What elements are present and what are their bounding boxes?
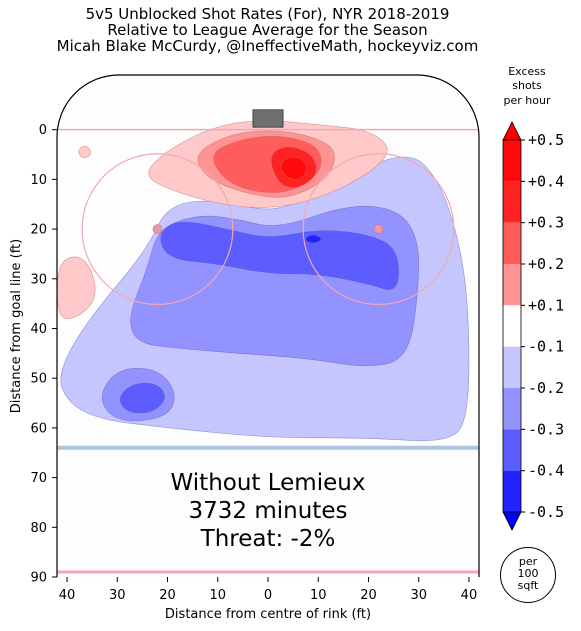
colorbar-tick-label: +0.3 xyxy=(528,214,564,232)
colorbar-title-3: per hour xyxy=(504,94,551,107)
colorbar-min-arrow xyxy=(502,511,522,531)
y-tick-label: 80 xyxy=(30,521,47,536)
colorbar-max-arrow xyxy=(502,121,522,141)
colorbar-band xyxy=(503,470,521,512)
annotation-label: Without Lemieux xyxy=(171,470,366,496)
colorbar-band xyxy=(503,140,521,182)
colorbar-band xyxy=(503,388,521,430)
scale-note-2: 100 xyxy=(517,567,539,580)
y-tick-label: 0 xyxy=(39,123,47,138)
x-tick-label: 40 xyxy=(461,588,478,603)
below-average-region xyxy=(160,221,399,290)
y-axis-label: Distance from goal line (ft) xyxy=(9,239,24,413)
y-tick-label: 10 xyxy=(30,173,47,188)
y-tick-label: 20 xyxy=(30,223,47,238)
annotation: Without Lemieux 3732 minutes Threat: -2% xyxy=(171,470,366,552)
x-tick-label: 10 xyxy=(209,588,226,603)
scale-note-3: sqft xyxy=(517,579,539,592)
colorbar: Excess shots per hour +0.5 +0.4 +0.3 +0.2 +0… xyxy=(502,65,564,531)
above-average-region xyxy=(280,156,307,180)
faceoff-dot xyxy=(152,224,163,234)
colorbar-frame xyxy=(502,139,522,513)
axes: 40 30 20 10 0 10 20 30 40 0 10 20 30 40 50 60 70 80 90 Dist… xyxy=(9,123,477,622)
rink-boards xyxy=(56,74,480,577)
annotation-minutes: 3732 minutes xyxy=(189,498,348,524)
colorbar-band xyxy=(503,429,521,471)
colorbar-band xyxy=(503,346,521,388)
below-average-region xyxy=(120,382,165,414)
colorbar-tick-label: -0.2 xyxy=(528,379,564,397)
colorbar-tick-label: -0.1 xyxy=(528,338,564,356)
rink-area xyxy=(56,74,480,577)
y-tick-label: 50 xyxy=(30,372,47,387)
colorbar-tick-label: +0.4 xyxy=(528,172,564,190)
y-tick-label: 70 xyxy=(30,471,47,486)
colorbar-band xyxy=(503,181,521,223)
x-tick-label: 10 xyxy=(310,588,327,603)
colorbar-band xyxy=(503,264,521,306)
colorbar-title-2: shots xyxy=(512,79,542,92)
x-tick-label: 40 xyxy=(59,588,76,603)
title-line-1: 5v5 Unblocked Shot Rates (For), NYR 2018… xyxy=(85,5,450,23)
y-tick-label: 90 xyxy=(30,571,47,586)
faceoff-circle xyxy=(81,153,234,306)
colorbar-tick-label: +0.1 xyxy=(528,296,564,314)
chart-title: 5v5 Unblocked Shot Rates (For), NYR 2018… xyxy=(0,6,535,54)
colorbar-band xyxy=(503,222,521,264)
faceoff-dot xyxy=(373,224,384,234)
colorbar-title-1: Excess xyxy=(508,65,546,78)
title-line-2: Relative to League Average for the Seaso… xyxy=(107,21,428,39)
colorbar-tick-label: -0.4 xyxy=(528,462,564,480)
colorbar-tick-label: -0.5 xyxy=(528,503,564,521)
x-tick-label: 0 xyxy=(264,588,272,603)
faceoff-circle xyxy=(302,153,455,306)
annotation-threat: Threat: -2% xyxy=(200,526,336,552)
above-average-region xyxy=(57,256,96,319)
x-tick-label: 30 xyxy=(109,588,126,603)
colorbar-tick-label: +0.5 xyxy=(528,131,564,149)
scale-note: per 100 sqft xyxy=(500,547,556,603)
y-tick-label: 30 xyxy=(30,272,47,287)
colorbar-tick-label: -0.3 xyxy=(528,420,564,438)
y-tick-label: 60 xyxy=(30,421,47,436)
below-average-region xyxy=(305,234,322,244)
scale-note-1: per xyxy=(518,555,538,568)
title-line-3: Micah Blake McCurdy, @IneffectiveMath, h… xyxy=(56,37,479,55)
x-tick-label: 30 xyxy=(410,588,427,603)
x-axis-label: Distance from centre of rink (ft) xyxy=(165,607,371,622)
x-tick-label: 20 xyxy=(159,588,176,603)
colorbar-band xyxy=(503,305,521,347)
x-tick-label: 20 xyxy=(360,588,377,603)
goal-net xyxy=(252,109,284,128)
heatmap-regions xyxy=(57,120,470,442)
above-average-region xyxy=(78,145,91,159)
y-tick-label: 40 xyxy=(30,322,47,337)
colorbar-tick-label: +0.2 xyxy=(528,255,564,273)
